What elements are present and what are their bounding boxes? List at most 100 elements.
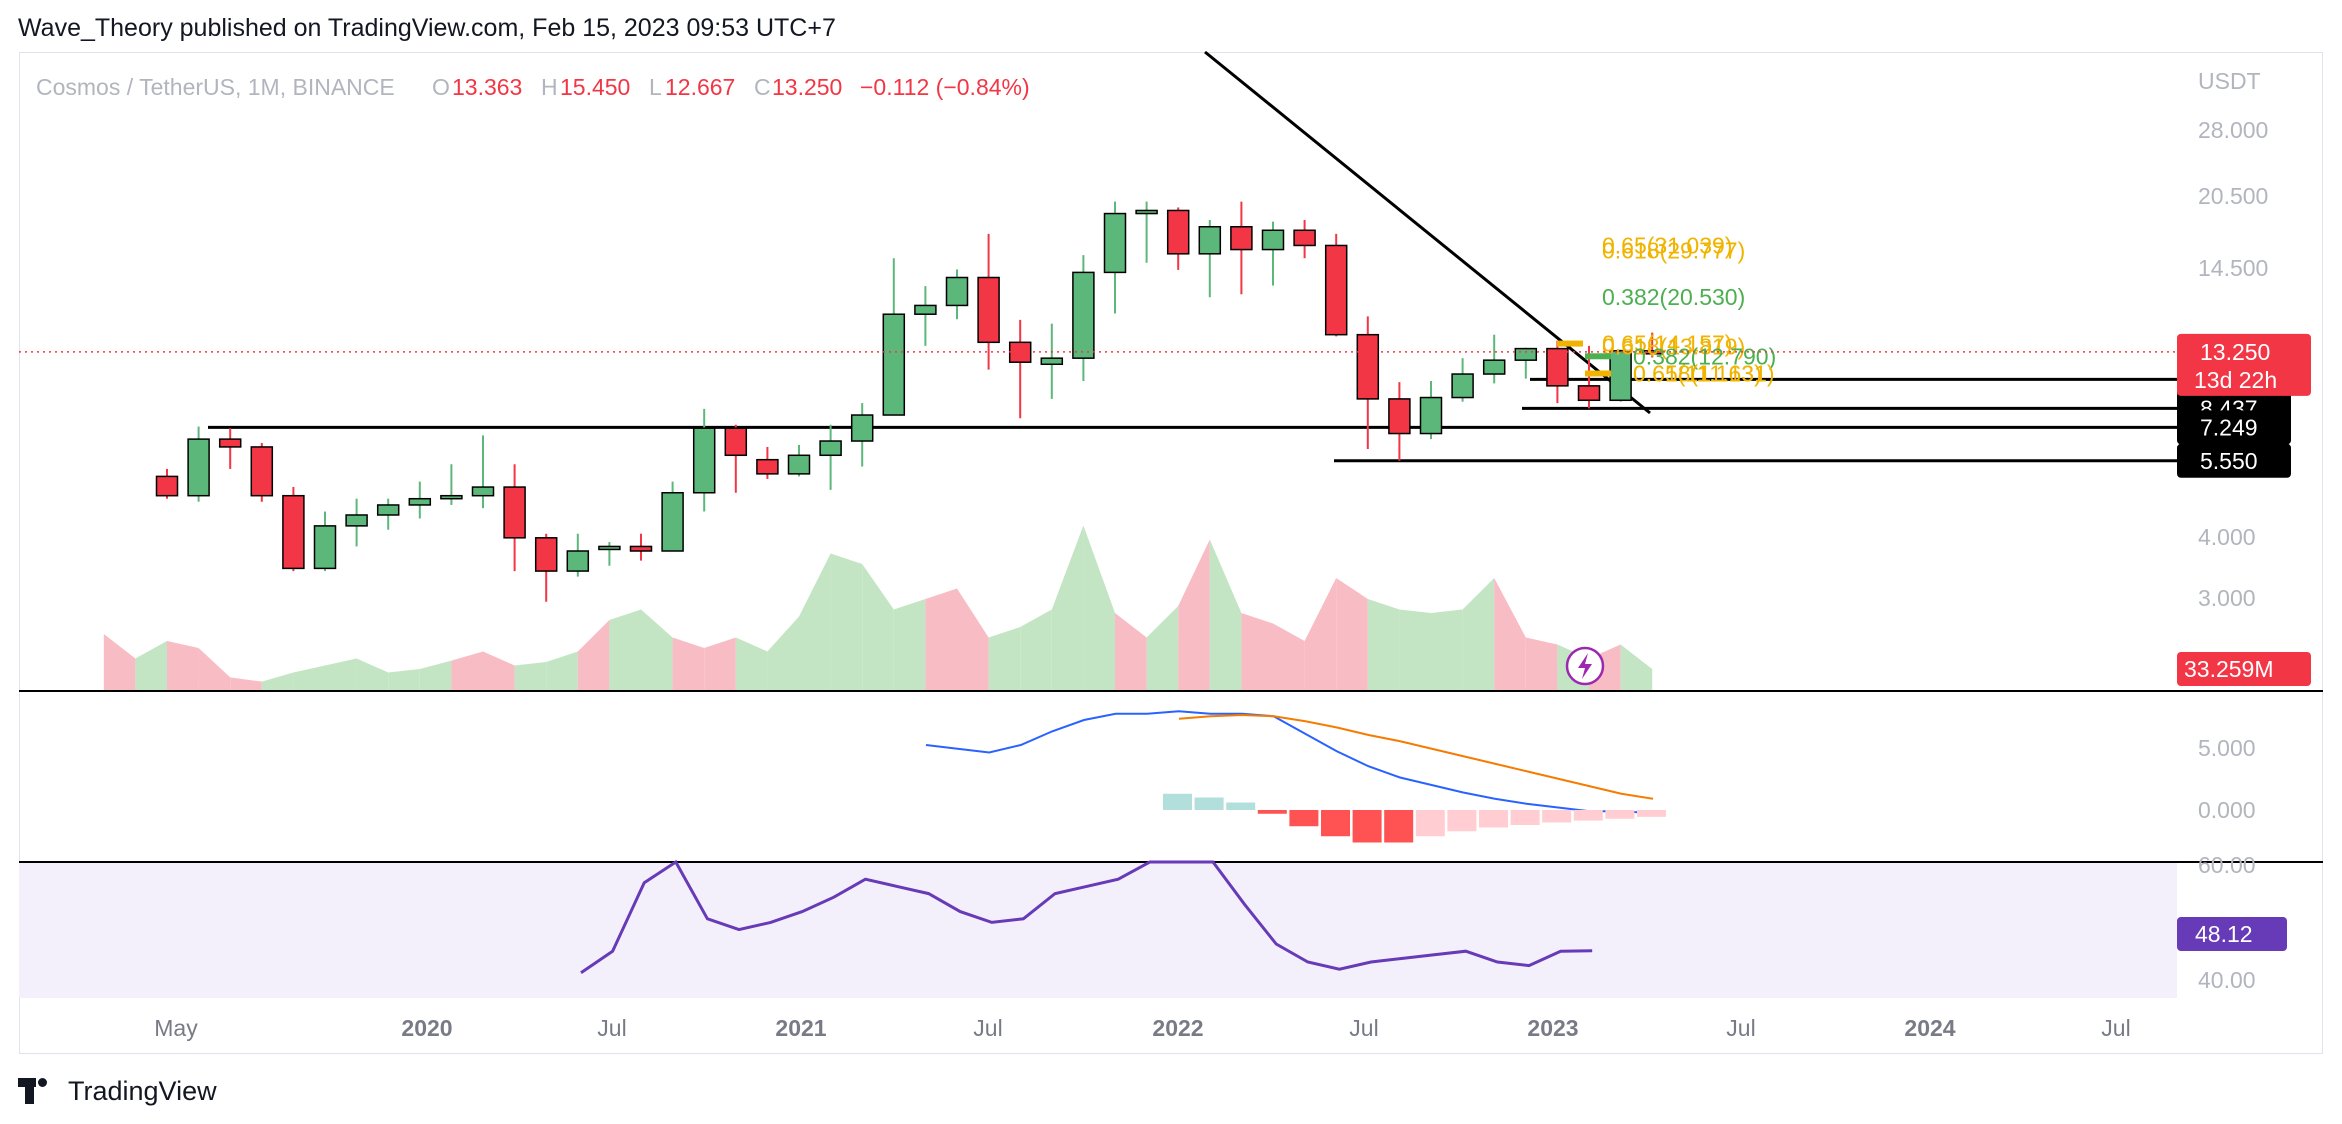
candle-body [1198,225,1222,255]
volume-segment [925,588,957,690]
candle-body [1451,373,1474,399]
candle-body [250,446,274,497]
price-axis-tick: 4.000 [2198,524,2256,550]
legend-h-label: H [541,74,558,100]
fib-marker [1557,340,1583,347]
tradingview-wordmark: TradingView [68,1075,217,1106]
candle-body [345,514,368,527]
volume-area: 33.259M [19,525,2323,863]
volume-segment [1336,578,1368,690]
fib-label: 0.65(14.157) [1602,331,1732,357]
volume-segment [325,658,357,690]
macd-histogram-bar [1384,810,1414,843]
volume-segment [1020,609,1052,690]
volume-badge [2177,652,2311,686]
volume-segment [704,637,736,690]
support-level-badge [2177,443,2291,478]
rsi-tick: 60.00 [2198,852,2256,878]
volume-segment [261,672,294,690]
volume-segment [1146,606,1179,690]
time-axis-label: 2020 [401,1015,452,1041]
volume-segment [546,651,578,690]
time-axis-label: Jul [1349,1015,1378,1041]
candle-body [1388,398,1411,435]
price-axis-tick: 20.500 [2198,183,2268,209]
candle-body [534,537,558,572]
time-axis-label: 2024 [1904,1015,1955,1041]
volume-segment [1399,609,1431,690]
volume-segment [1304,578,1337,690]
volume-segment [388,669,420,690]
volume-segment [767,616,799,690]
fib-labels: 0.65(31.039)0.618(29.777) 0.382(20.530) 0.… [1557,232,1776,387]
volume-segment [230,677,262,690]
volume-segment [135,641,167,690]
macd-panel: 5.000 0.000 [925,710,2256,843]
legend-low: 12.667 [665,74,735,100]
candle-body [1230,225,1253,251]
volume-segment [1178,539,1210,690]
tradingview-logo[interactable]: TradingView [18,1074,217,1108]
time-axis-label: 2021 [775,1015,826,1041]
candle-body [282,494,305,570]
volume-segment [1241,613,1273,690]
volume-segment [198,648,231,690]
candle-body [850,414,874,442]
candle-body [692,427,716,494]
last-price-label: 13.250 [2200,339,2270,365]
macd-tick: 5.000 [2198,735,2256,761]
fib-label: 0.65(31.039) [1602,232,1732,258]
macd-line [925,710,1653,815]
macd-histogram-bar [1542,810,1572,823]
support-level-label: 5.550 [2200,448,2258,474]
macd-histogram-bar [1479,810,1508,828]
axes: 28.000 20.500 14.500 4.000 3.000 May 2020 Jul 20… [154,117,2268,1041]
macd-histogram-bar [1163,793,1192,810]
candle-body [1482,359,1506,375]
macd-histogram-bar [1510,810,1540,825]
candle-body [155,475,179,497]
fib-label: 0.618(29.777) [1602,238,1745,264]
support-level-badge [2177,410,2291,445]
trendline-group [1204,50,1651,415]
chart-frame[interactable] [19,52,2323,1054]
candle-body [1293,229,1316,247]
time-axis-label: Jul [1726,1015,1755,1041]
volume-segment [735,637,768,690]
macd-histogram-bar [1637,810,1666,817]
macd-histogram-bar [1226,802,1256,810]
lightning-icon[interactable] [1565,646,1605,686]
last-price-countdown: 13d 22h [2194,367,2277,393]
volume-segment [641,609,673,690]
candle-body [1103,212,1127,274]
candle-body [313,525,337,570]
volume-segment [167,641,199,690]
publisher-line: Wave_Theory published on TradingView.com… [18,14,836,42]
macd-histogram-bar [1447,810,1477,832]
price-axis-tick: 3.000 [2198,585,2256,611]
candle-body [1040,357,1064,366]
volume-segment [1083,525,1115,690]
candle-body [629,545,653,552]
candle-body [1135,209,1158,215]
volume-segment [672,637,705,690]
rsi-badge-label: 48.12 [2195,921,2253,947]
volume-segment [830,553,863,690]
volume-segment [1367,599,1400,690]
fib-marker [1585,353,1611,360]
legend-close: 13.250 [772,74,842,100]
volume-segment [988,627,1021,690]
candle-body [471,486,495,497]
time-axis-label: May [154,1015,198,1041]
macd-histogram-bar [1415,810,1445,837]
time-axis-label: Jul [973,1015,1002,1041]
time-axis-label: 2023 [1527,1015,1578,1041]
legend-l-label: L [649,74,662,100]
macd-tick: 0.000 [2198,797,2256,823]
candle-body [914,304,937,315]
candle-body [566,550,590,572]
price-axis-tick: 14.500 [2198,255,2268,281]
